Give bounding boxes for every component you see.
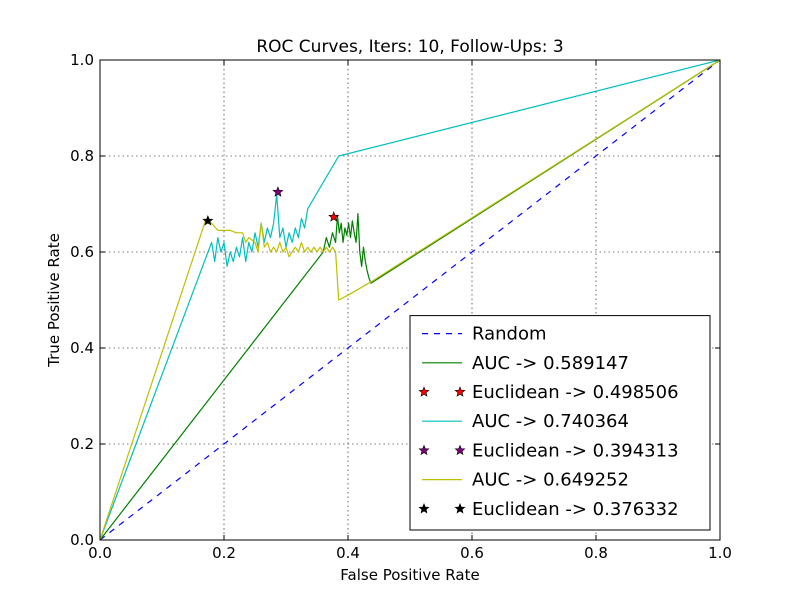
series-line-0	[100, 60, 720, 540]
legend-label-1: AUC -> 0.589147	[472, 353, 629, 374]
y-tick-label: 1.0	[70, 51, 94, 69]
legend-swatch-4-b	[454, 444, 466, 456]
series-line-1	[100, 60, 720, 540]
series-marker-4	[272, 186, 284, 197]
chart-title: ROC Curves, Iters: 10, Follow-Ups: 3	[256, 37, 563, 57]
marker-layer	[202, 186, 340, 226]
legend-box	[409, 315, 711, 531]
x-tick-label: 0.4	[336, 544, 360, 562]
x-tick-label: 0.6	[460, 544, 484, 562]
y-tick-label: 0.0	[70, 531, 94, 549]
legend-swatch-4	[418, 444, 430, 456]
legend-label-0: Random	[472, 324, 547, 345]
y-tick-label: 0.6	[70, 243, 94, 261]
x-tick-label: 0.0	[88, 544, 112, 562]
x-tick-label: 0.2	[212, 544, 236, 562]
legend-swatch-6-b	[454, 502, 466, 514]
legend-swatch-2-b	[454, 386, 466, 397]
series-layer	[100, 60, 720, 540]
legend-swatch-2	[418, 386, 430, 397]
legend-swatch-6	[418, 502, 430, 514]
y-axis-label: True Positive Rate	[45, 233, 63, 368]
legend-label-5: AUC -> 0.649252	[472, 470, 629, 491]
series-marker-2	[328, 211, 340, 222]
legend-label-6: Euclidean -> 0.376332	[472, 499, 679, 520]
x-tick-label: 1.0	[708, 544, 732, 562]
series-marker-6	[202, 214, 214, 226]
legend-label-4: Euclidean -> 0.394313	[472, 440, 679, 461]
x-axis-label: False Positive Rate	[340, 566, 479, 584]
x-tick-label: 0.8	[584, 544, 608, 562]
legend-label-2: Euclidean -> 0.498506	[472, 382, 679, 403]
series-line-5	[100, 60, 720, 540]
ticks: 0.0 0.2 0.4 0.6 0.8 1.0 0.0 0.2 0.4 0.6 0.8 1.0	[70, 51, 732, 562]
legend: Random AUC -> 0.589147 Euclidean -> 0.4985…	[409, 315, 711, 531]
plot-frame	[99, 59, 721, 541]
legend-label-3: AUC -> 0.740364	[472, 411, 629, 432]
y-tick-label: 0.8	[70, 147, 94, 165]
y-tick-label: 0.4	[70, 339, 94, 357]
y-tick-label: 0.2	[70, 435, 94, 453]
